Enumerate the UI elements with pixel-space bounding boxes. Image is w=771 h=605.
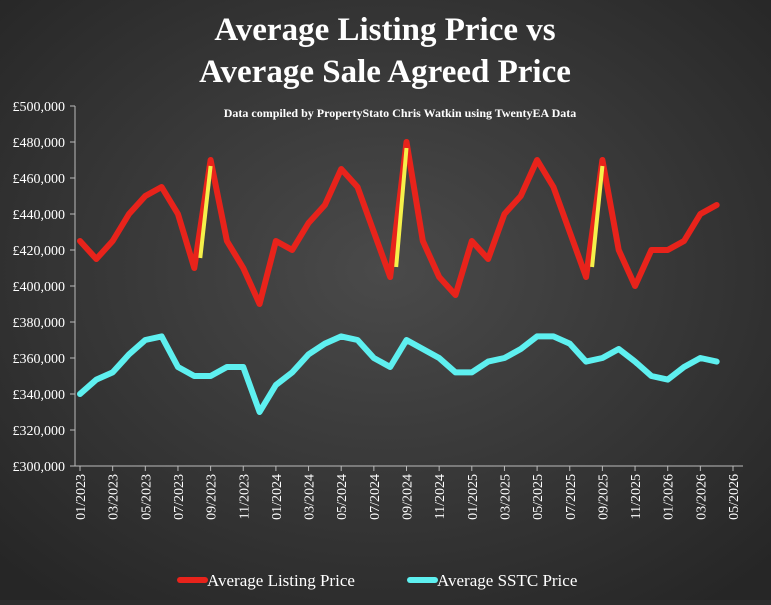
y-tick-label: £360,000 <box>13 352 66 367</box>
chart-title: Average Listing Price vs <box>214 12 555 48</box>
series-line <box>77 333 720 415</box>
x-tick-label: 01/2026 <box>662 474 677 520</box>
x-tick-label: 01/2024 <box>270 474 285 520</box>
y-tick-label: £300,000 <box>13 460 66 475</box>
x-tick-label: 11/2025 <box>629 474 644 519</box>
legend-label: Average SSTC Price <box>437 571 577 590</box>
x-tick-label: 01/2025 <box>466 474 481 520</box>
x-tick-label: 07/2025 <box>564 474 579 520</box>
x-tick-label: 05/2024 <box>335 474 350 520</box>
y-tick-label: £320,000 <box>13 424 66 439</box>
highlight-jump <box>198 165 213 259</box>
highlight-jump <box>590 165 605 268</box>
x-tick-label: 03/2025 <box>498 474 513 520</box>
chart-subtitle: Data compiled by PropertyStato Chris Wat… <box>224 106 576 120</box>
y-tick-label: £400,000 <box>13 280 66 295</box>
x-tick-label: 11/2023 <box>237 474 252 519</box>
series-line <box>77 139 720 307</box>
x-tick-label: 05/2023 <box>139 474 154 520</box>
y-tick-label: £340,000 <box>13 388 66 403</box>
x-tick-label: 09/2023 <box>205 474 220 520</box>
x-tick-label: 05/2026 <box>727 474 742 520</box>
x-tick-label: 01/2023 <box>74 474 89 520</box>
x-tick-label: 03/2023 <box>107 474 122 520</box>
x-tick-label: 09/2024 <box>401 474 416 520</box>
x-tick-label: 11/2024 <box>433 474 448 519</box>
y-tick-label: £380,000 <box>13 316 66 331</box>
y-tick-label: £460,000 <box>13 172 66 187</box>
chart-title: Average Sale Agreed Price <box>199 54 571 90</box>
x-tick-label: 09/2025 <box>596 474 611 520</box>
y-tick-label: £440,000 <box>13 208 66 223</box>
x-tick-label: 03/2026 <box>694 474 709 520</box>
x-tick-label: 05/2025 <box>531 474 546 520</box>
x-tick-label: 07/2024 <box>368 474 383 520</box>
y-tick-label: £420,000 <box>13 244 66 259</box>
legend-label: Average Listing Price <box>207 571 355 590</box>
y-tick-label: £500,000 <box>13 100 66 115</box>
x-tick-label: 03/2024 <box>303 474 318 520</box>
y-tick-label: £480,000 <box>13 136 66 151</box>
highlight-jump <box>394 147 409 268</box>
x-tick-label: 07/2023 <box>172 474 187 520</box>
